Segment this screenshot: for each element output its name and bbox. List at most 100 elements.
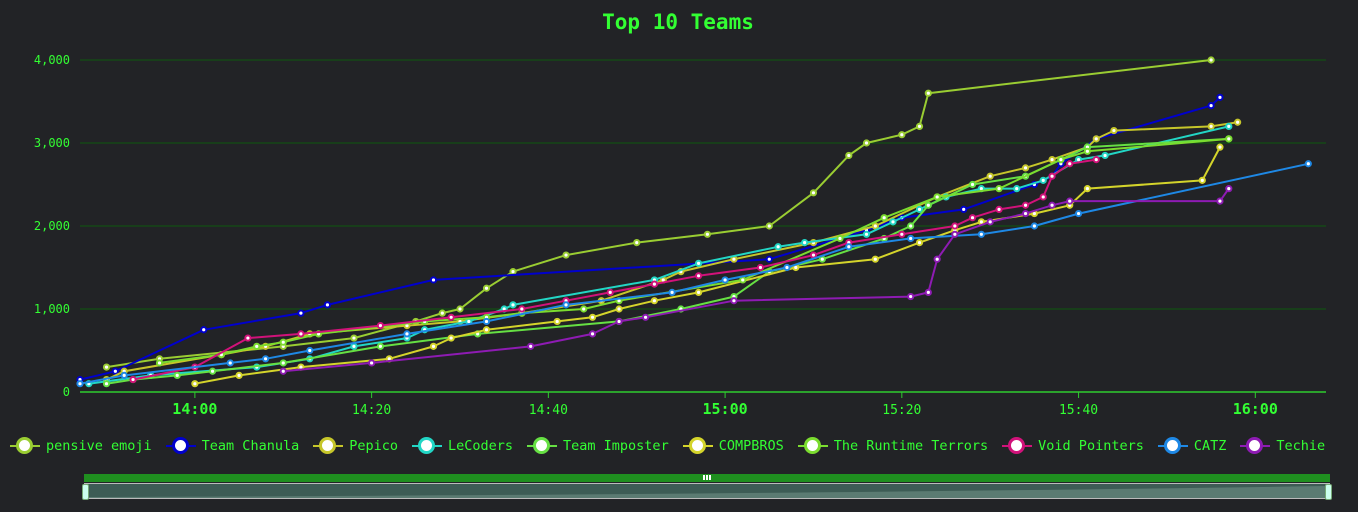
data-point[interactable] <box>279 338 287 346</box>
data-point[interactable] <box>376 342 385 350</box>
data-point[interactable] <box>306 346 314 355</box>
data-point[interactable] <box>438 309 446 317</box>
data-point[interactable] <box>1207 122 1215 131</box>
data-point[interactable] <box>1066 197 1074 205</box>
data-point[interactable] <box>553 317 561 326</box>
data-point[interactable] <box>650 280 658 288</box>
data-point[interactable] <box>1013 185 1021 193</box>
data-point[interactable] <box>845 243 853 251</box>
drag-handle-icon[interactable] <box>703 475 711 480</box>
data-point[interactable] <box>783 263 791 272</box>
data-point[interactable] <box>1216 143 1224 151</box>
data-point[interactable] <box>1225 185 1233 193</box>
data-point[interactable] <box>509 268 517 276</box>
data-point[interactable] <box>518 305 526 313</box>
data-point[interactable] <box>155 359 164 367</box>
data-point[interactable] <box>641 313 650 321</box>
data-point[interactable] <box>633 239 641 247</box>
data-point[interactable] <box>862 230 871 238</box>
data-point[interactable] <box>986 172 994 180</box>
data-point[interactable] <box>1234 118 1242 126</box>
data-point[interactable] <box>836 234 844 243</box>
data-point[interactable] <box>774 243 782 251</box>
series-compbros[interactable] <box>191 143 1224 388</box>
data-point[interactable] <box>756 263 765 272</box>
data-point[interactable] <box>562 301 570 309</box>
series-pensive-emoji[interactable] <box>102 56 1215 371</box>
data-point[interactable] <box>1101 151 1109 160</box>
data-point[interactable] <box>173 371 181 379</box>
data-point[interactable] <box>995 185 1003 193</box>
data-point[interactable] <box>1198 176 1206 184</box>
data-point[interactable] <box>765 222 773 230</box>
data-point[interactable] <box>933 255 941 263</box>
data-point[interactable] <box>1048 156 1056 164</box>
data-point[interactable] <box>730 297 738 305</box>
series-line[interactable] <box>88 125 1230 385</box>
data-point[interactable] <box>898 131 906 139</box>
data-point[interactable] <box>129 375 137 384</box>
data-point[interactable] <box>668 288 676 296</box>
data-point[interactable] <box>606 288 614 296</box>
data-point[interactable] <box>1030 222 1038 230</box>
data-point[interactable] <box>960 205 968 213</box>
data-point[interactable] <box>297 330 305 338</box>
data-point[interactable] <box>871 222 879 230</box>
data-point[interactable] <box>76 380 84 388</box>
data-point[interactable] <box>739 276 747 284</box>
data-point[interactable] <box>1074 209 1083 218</box>
data-point[interactable] <box>1021 209 1030 218</box>
data-point[interactable] <box>1039 176 1047 184</box>
data-point[interactable] <box>562 251 570 259</box>
data-point[interactable] <box>456 305 464 313</box>
data-point[interactable] <box>1048 172 1056 180</box>
data-point[interactable] <box>951 230 959 238</box>
legend-item[interactable]: Team Chanula <box>165 437 299 454</box>
data-point[interactable] <box>1225 135 1233 143</box>
data-point[interactable] <box>915 122 924 131</box>
data-point[interactable] <box>880 214 888 222</box>
data-point[interactable] <box>721 276 729 284</box>
data-point[interactable] <box>235 371 243 379</box>
data-point[interactable] <box>1092 135 1100 143</box>
data-point[interactable] <box>845 151 853 160</box>
data-point[interactable] <box>977 230 985 238</box>
data-point[interactable] <box>615 317 623 326</box>
data-point[interactable] <box>350 342 358 350</box>
data-point[interactable] <box>1110 126 1118 135</box>
data-point[interactable] <box>350 334 358 342</box>
data-point[interactable] <box>933 193 941 201</box>
data-point[interactable] <box>368 359 376 367</box>
data-point[interactable] <box>703 230 712 238</box>
data-point[interactable] <box>862 139 871 147</box>
data-point[interactable] <box>951 222 959 230</box>
data-point[interactable] <box>588 330 597 338</box>
data-point[interactable] <box>809 189 818 197</box>
data-point[interactable] <box>279 359 287 367</box>
series-line[interactable] <box>106 137 1229 385</box>
data-point[interactable] <box>615 305 623 313</box>
data-point[interactable] <box>995 205 1003 213</box>
legend-item[interactable]: COMPBROS <box>682 437 784 454</box>
data-point[interactable] <box>429 276 438 284</box>
data-point[interactable] <box>588 313 597 321</box>
data-point[interactable] <box>261 355 270 363</box>
data-point[interactable] <box>1048 201 1056 209</box>
data-point[interactable] <box>915 239 924 247</box>
data-point[interactable] <box>694 259 703 267</box>
data-point[interactable] <box>1207 102 1215 110</box>
series-techie[interactable] <box>279 185 1233 375</box>
series-line[interactable] <box>194 146 1221 385</box>
data-point[interactable] <box>1304 160 1312 168</box>
data-point[interactable] <box>871 255 879 263</box>
data-point[interactable] <box>694 288 703 296</box>
data-point[interactable] <box>200 326 208 334</box>
data-point[interactable] <box>986 218 994 226</box>
data-point[interactable] <box>818 255 826 263</box>
data-point[interactable] <box>1083 185 1092 193</box>
data-point[interactable] <box>1039 193 1047 201</box>
data-point[interactable] <box>1216 93 1224 101</box>
data-point[interactable] <box>907 234 915 243</box>
series-line[interactable] <box>159 137 1229 364</box>
legend-item[interactable]: pensive emoji <box>10 437 152 454</box>
